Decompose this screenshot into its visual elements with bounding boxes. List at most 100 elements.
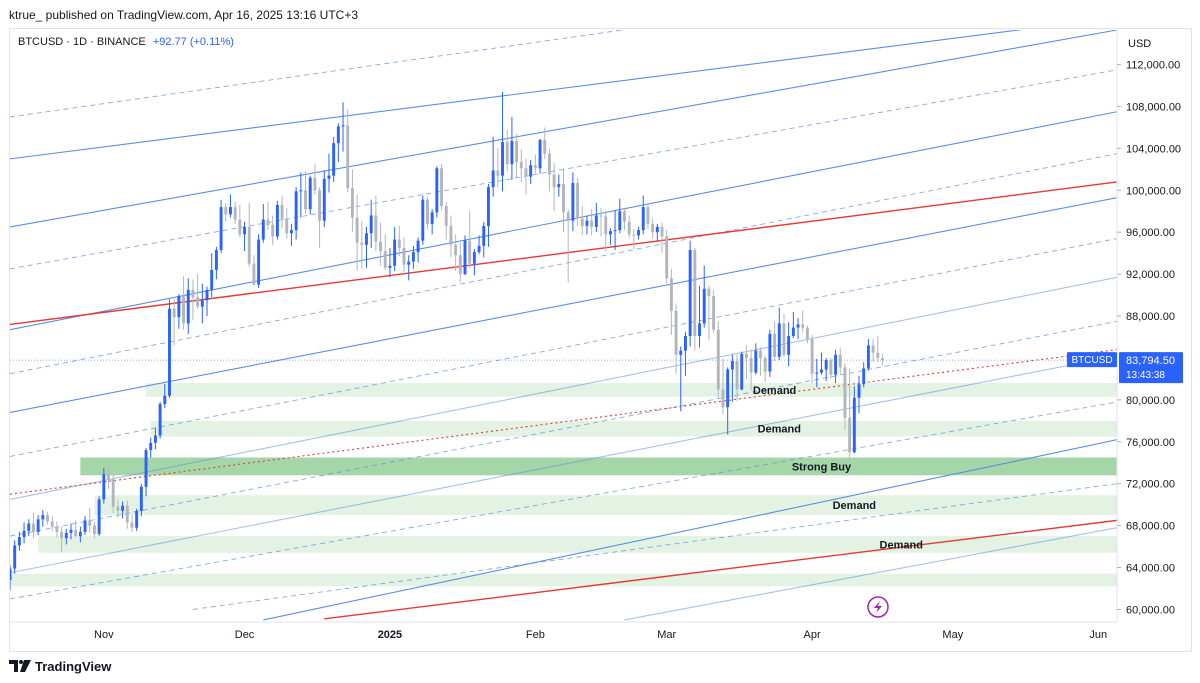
candle-72 [346, 109, 350, 193]
candle-130 [618, 198, 622, 234]
candle-body [69, 529, 73, 533]
candle-173 [820, 352, 823, 375]
candle-body [730, 361, 734, 370]
candle-25 [125, 500, 129, 529]
candle-body [576, 182, 580, 219]
candle-80 [383, 234, 387, 270]
candle-body [31, 523, 35, 532]
candle-body [857, 384, 861, 398]
candle-body [280, 204, 284, 220]
candle-3 [22, 522, 26, 544]
candle-165 [782, 313, 786, 357]
candle-body [13, 545, 17, 569]
candle-151 [716, 321, 720, 398]
candle-body [805, 327, 809, 340]
candle-29 [144, 448, 148, 497]
candle-body [637, 230, 641, 236]
candle-body [102, 474, 106, 500]
candle-body [149, 442, 153, 451]
candle-body [862, 368, 866, 385]
candle-body [111, 479, 115, 507]
candle-160 [759, 347, 762, 376]
candle-body [214, 250, 218, 270]
candle-180 [852, 386, 856, 454]
candle-0 [10, 565, 12, 591]
candle-body [402, 247, 406, 265]
candle-85 [407, 255, 411, 281]
candle-149 [707, 285, 711, 341]
candle-54 [261, 203, 265, 243]
y-tick-label-8: 96,000.00 [1126, 227, 1175, 239]
candle-78 [374, 195, 378, 252]
candle-body [407, 261, 411, 265]
candle-body [505, 142, 509, 165]
y-tick-label-12: 112,000.00 [1126, 60, 1180, 72]
currency-label: USD [1128, 38, 1151, 50]
candle-body [177, 296, 181, 318]
candle-55 [266, 201, 270, 231]
candle-body [604, 216, 608, 235]
candle-50 [243, 221, 246, 252]
candle-body [815, 372, 819, 374]
candle-body [693, 250, 697, 336]
candle-157 [744, 345, 748, 379]
y-tick-label-4: 76,000.00 [1126, 437, 1175, 449]
candle-128 [608, 228, 612, 245]
candle-body [547, 153, 551, 175]
candle-98 [468, 211, 472, 268]
candle-body [383, 251, 387, 268]
candle-70 [336, 123, 340, 163]
candle-137 [651, 218, 655, 239]
candle-body [341, 125, 345, 127]
tradingview-brand[interactable]: TradingView [9, 658, 111, 674]
candle-body [707, 288, 711, 297]
candle-body [426, 199, 429, 224]
candle-121 [576, 177, 580, 226]
candle-129 [613, 210, 617, 251]
candle-123 [585, 215, 589, 235]
symbol-interval-exchange[interactable]: BTCUSD · 1D · BINANCE [18, 36, 146, 48]
candle-body [88, 520, 92, 526]
candle-body [684, 335, 687, 351]
candle-125 [594, 202, 598, 233]
candle-41 [200, 283, 204, 324]
lightning-icon[interactable] [867, 596, 889, 618]
candle-body [515, 141, 519, 163]
candle-body [350, 188, 354, 218]
candle-body [834, 354, 838, 375]
candle-body [698, 323, 701, 336]
y-tick-label-2: 68,000.00 [1126, 521, 1175, 533]
candle-178 [843, 363, 847, 431]
candle-95 [454, 234, 458, 271]
candle-133 [632, 229, 636, 249]
channel-line-11 [192, 483, 1117, 610]
channel-line-10 [10, 401, 1117, 600]
candle-34 [168, 299, 171, 398]
candle-32 [158, 401, 162, 439]
candle-body [22, 530, 26, 538]
candle-body [440, 168, 443, 207]
candle-body [247, 226, 251, 264]
candle-body [210, 269, 214, 290]
candle-161 [763, 355, 767, 383]
candle-184 [871, 339, 875, 363]
candle-4 [27, 519, 31, 537]
candle-146 [693, 247, 697, 351]
candle-body [477, 245, 481, 253]
channel-line-12 [10, 276, 1117, 500]
candle-body [613, 230, 617, 232]
chart-frame[interactable] [9, 28, 1192, 652]
y-tick-label-6: 88,000.00 [1126, 311, 1175, 323]
candle-body [191, 289, 195, 298]
candle-body [496, 170, 500, 176]
candle-92 [440, 164, 443, 211]
candle-61 [294, 187, 298, 240]
candle-body [369, 215, 373, 234]
candle-15 [78, 526, 82, 543]
candle-76 [365, 226, 368, 268]
candle-body [791, 327, 795, 336]
candle-body [538, 140, 542, 169]
zone-labels-layer: Demand Demand Strong Buy Demand Demand [753, 385, 923, 552]
candle-body [83, 520, 87, 532]
